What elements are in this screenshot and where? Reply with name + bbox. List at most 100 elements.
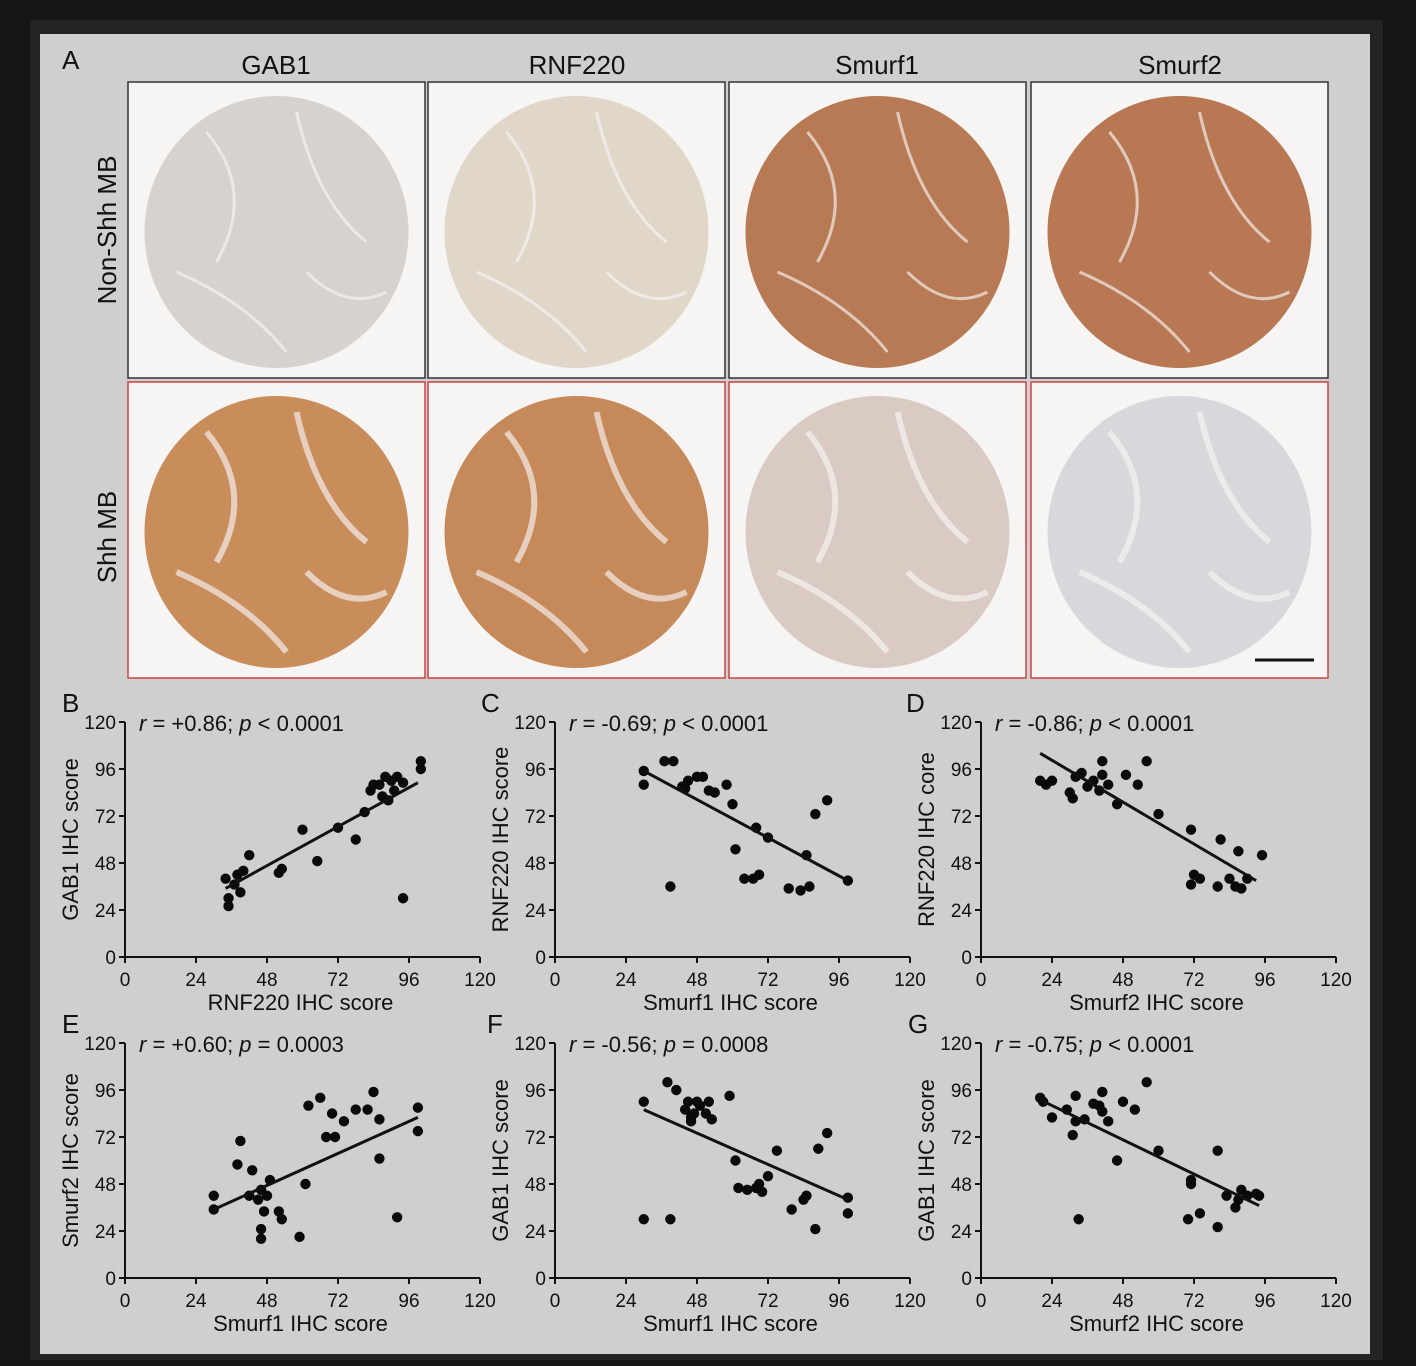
data-point [223, 900, 234, 912]
tissue-fissure [1198, 111, 1271, 244]
y-tick-label: 72 [95, 807, 116, 828]
panel-label-e: E [62, 1009, 79, 1039]
tissue-fissure [475, 569, 589, 654]
data-point [1212, 881, 1223, 892]
y-tick-label: 72 [951, 807, 972, 828]
tissue-fissure [475, 270, 588, 353]
x-tick-label: 48 [686, 1291, 707, 1312]
data-point [238, 865, 249, 877]
data-point [247, 1165, 258, 1176]
data-point [1103, 779, 1114, 790]
data-point [252, 1194, 264, 1205]
data-point [350, 834, 361, 845]
data-point [810, 1223, 821, 1235]
p-value: = 0.0003 [252, 1032, 344, 1057]
data-point [297, 824, 308, 835]
panel-label-c: C [481, 688, 500, 718]
data-point [397, 893, 409, 904]
tissue-fissure [604, 569, 688, 602]
data-point [756, 1186, 768, 1198]
tissue-fissure [504, 430, 538, 564]
tissue-fissure [205, 131, 236, 263]
y-tick-label: 120 [940, 713, 972, 734]
r-value: = -0.86; [1002, 711, 1089, 736]
data-point [804, 881, 815, 892]
data-point [1070, 1090, 1081, 1102]
y-tick-label: 24 [951, 1222, 973, 1243]
tissue-fissure [805, 430, 839, 564]
regression-line [1039, 752, 1257, 882]
tissue-core [745, 396, 1010, 668]
data-point [412, 1125, 424, 1137]
tissue-fissure [293, 411, 369, 545]
data-point [312, 855, 323, 867]
data-point [1120, 769, 1132, 781]
data-point [255, 1233, 267, 1245]
data-point [730, 844, 741, 855]
data-point [1117, 1096, 1129, 1107]
data-point [685, 1116, 697, 1127]
data-point [273, 1206, 285, 1217]
data-point [1129, 1104, 1141, 1115]
x-tick-label: 0 [550, 970, 561, 991]
y-tick-label: 120 [84, 713, 116, 734]
x-axis-label: Smurf2 IHC score [1069, 990, 1244, 1015]
data-point [730, 1155, 741, 1166]
y-axis-label: RNF220 IHC core [914, 752, 939, 927]
data-point [795, 885, 806, 896]
y-tick-label: 24 [525, 1222, 547, 1243]
y-tick-label: 0 [535, 948, 546, 969]
data-point [706, 1114, 717, 1125]
panel-label-d: D [906, 688, 925, 718]
tissue-fissure [1078, 569, 1192, 654]
data-point [810, 808, 821, 820]
data-point [362, 1104, 373, 1115]
tissue-fissure [505, 131, 536, 263]
data-point [1215, 834, 1226, 845]
y-tick-label: 96 [95, 1081, 116, 1102]
p-symbol: p [663, 711, 676, 736]
data-point [391, 1212, 403, 1223]
p-value: = 0.0008 [676, 1032, 768, 1057]
x-tick-label: 72 [757, 1291, 778, 1312]
data-point [762, 1170, 774, 1182]
x-tick-label: 120 [1320, 970, 1352, 991]
data-point [724, 1090, 735, 1102]
x-tick-label: 120 [1320, 1291, 1352, 1312]
x-tick-label: 120 [464, 970, 496, 991]
data-point [753, 869, 765, 880]
scatter-plot-d: D 0 24 48 72 96 120 0 24 48 72 96 120 Smurf2 IHC scor… [906, 688, 1352, 1015]
scatter-plot-b: B 0 24 48 72 96 120 0 24 48 72 96 120 RNF220 IHC scor… [58, 688, 496, 1015]
data-point [1153, 808, 1164, 820]
data-point [397, 777, 409, 788]
data-point [671, 1084, 682, 1096]
y-tick-label: 0 [105, 1269, 116, 1290]
data-point [1046, 775, 1058, 786]
correlation-annotation: r = -0.86; p < 0.0001 [995, 711, 1194, 736]
scatter-plot-f: F 0 24 48 72 96 120 0 24 48 72 96 120 Smurf1 IHC scor… [487, 1009, 926, 1336]
data-point [682, 1096, 694, 1107]
data-point [668, 755, 679, 767]
y-tick-label: 72 [525, 807, 546, 828]
p-symbol: p [238, 1032, 251, 1057]
x-axis-label: RNF220 IHC score [208, 990, 394, 1015]
tissue-core [444, 96, 709, 368]
tissue-fissure [1108, 131, 1139, 263]
x-tick-label: 24 [615, 1291, 637, 1312]
data-point [1153, 1145, 1164, 1156]
x-tick-label: 24 [1041, 970, 1063, 991]
column-title-gab1: GAB1 [241, 50, 310, 80]
tissue-fissure [905, 569, 989, 602]
data-point [1046, 1112, 1058, 1123]
y-tick-label: 96 [951, 1081, 972, 1102]
data-point [662, 1076, 673, 1088]
x-tick-label: 96 [828, 1291, 849, 1312]
x-tick-label: 0 [550, 1291, 561, 1312]
data-point [1182, 1214, 1194, 1225]
y-tick-label: 72 [525, 1128, 546, 1149]
y-tick-label: 120 [940, 1034, 972, 1055]
r-value: = -0.75; [1002, 1032, 1089, 1057]
data-point [739, 873, 750, 884]
data-point [1067, 793, 1078, 804]
